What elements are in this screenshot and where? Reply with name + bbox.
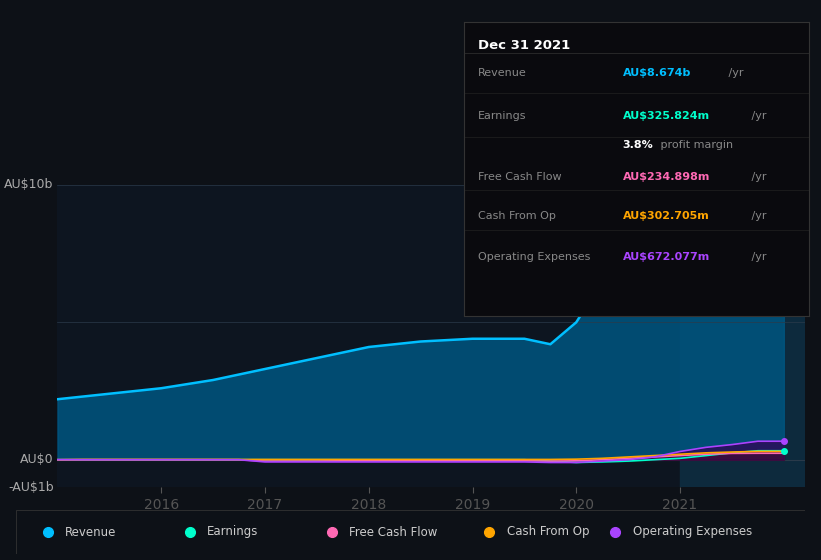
Text: AU$8.674b: AU$8.674b xyxy=(622,68,690,78)
Text: Operating Expenses: Operating Expenses xyxy=(478,252,590,262)
Text: profit margin: profit margin xyxy=(657,140,733,150)
Text: Revenue: Revenue xyxy=(478,68,526,78)
Text: Free Cash Flow: Free Cash Flow xyxy=(478,172,562,183)
Bar xyxy=(680,185,805,487)
Text: Free Cash Flow: Free Cash Flow xyxy=(349,525,438,539)
Text: Cash From Op: Cash From Op xyxy=(478,211,556,221)
Text: Earnings: Earnings xyxy=(478,111,526,120)
Text: /yr: /yr xyxy=(748,172,766,183)
Text: AU$325.824m: AU$325.824m xyxy=(622,111,709,120)
Text: Operating Expenses: Operating Expenses xyxy=(633,525,752,539)
Text: Revenue: Revenue xyxy=(66,525,117,539)
Text: Cash From Op: Cash From Op xyxy=(507,525,589,539)
Text: AU$0: AU$0 xyxy=(20,453,53,466)
Text: /yr: /yr xyxy=(748,211,766,221)
Text: /yr: /yr xyxy=(748,111,766,120)
Text: -AU$1b: -AU$1b xyxy=(8,480,53,494)
Text: 3.8%: 3.8% xyxy=(622,140,654,150)
Text: Dec 31 2021: Dec 31 2021 xyxy=(478,39,570,52)
Text: /yr: /yr xyxy=(725,68,743,78)
Text: AU$234.898m: AU$234.898m xyxy=(622,172,710,183)
Text: AU$10b: AU$10b xyxy=(4,178,53,192)
Text: AU$672.077m: AU$672.077m xyxy=(622,252,709,262)
Text: Earnings: Earnings xyxy=(207,525,259,539)
Text: /yr: /yr xyxy=(748,252,766,262)
Text: AU$302.705m: AU$302.705m xyxy=(622,211,709,221)
